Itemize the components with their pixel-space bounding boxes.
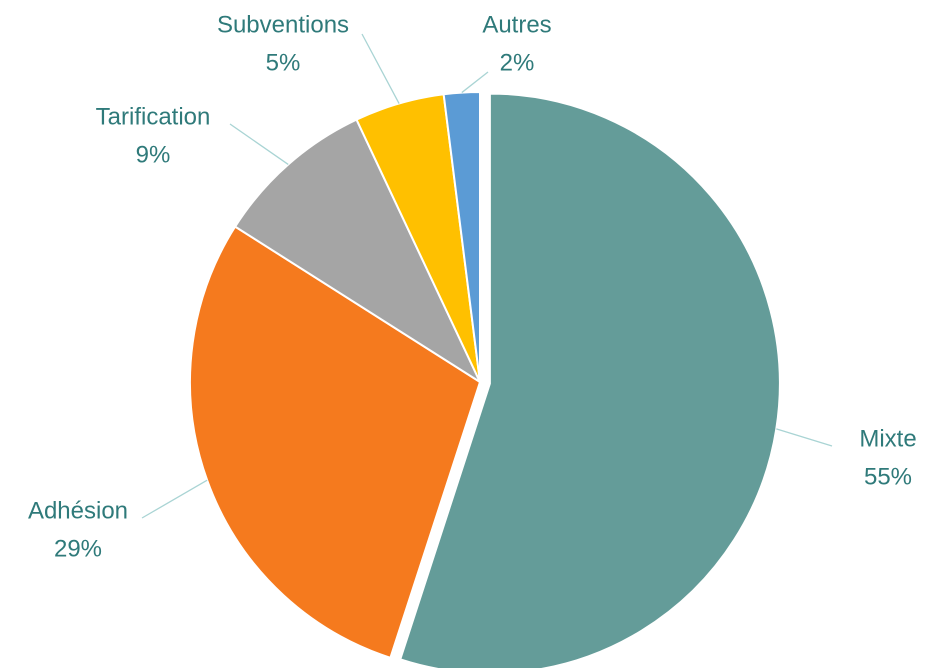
leader-line — [361, 33, 400, 104]
pie-slice — [442, 90, 481, 383]
leader-line — [141, 479, 208, 519]
slice-value-label: 2% — [500, 49, 535, 76]
slice-label: Mixte — [859, 425, 916, 452]
slice-label: Tarification — [96, 103, 211, 130]
slice-value-label: 5% — [266, 49, 301, 76]
slice-value-label: 55% — [864, 463, 912, 490]
slice-label: Subventions — [217, 11, 349, 38]
leader-line — [776, 428, 833, 447]
pie-slice — [189, 225, 482, 660]
slice-value-label: 29% — [54, 535, 102, 562]
slice-value-label: 9% — [136, 141, 171, 168]
slice-label: Autres — [482, 11, 551, 38]
slice-label: Adhésion — [28, 497, 128, 524]
leader-line — [229, 123, 289, 166]
leader-line — [461, 71, 489, 94]
